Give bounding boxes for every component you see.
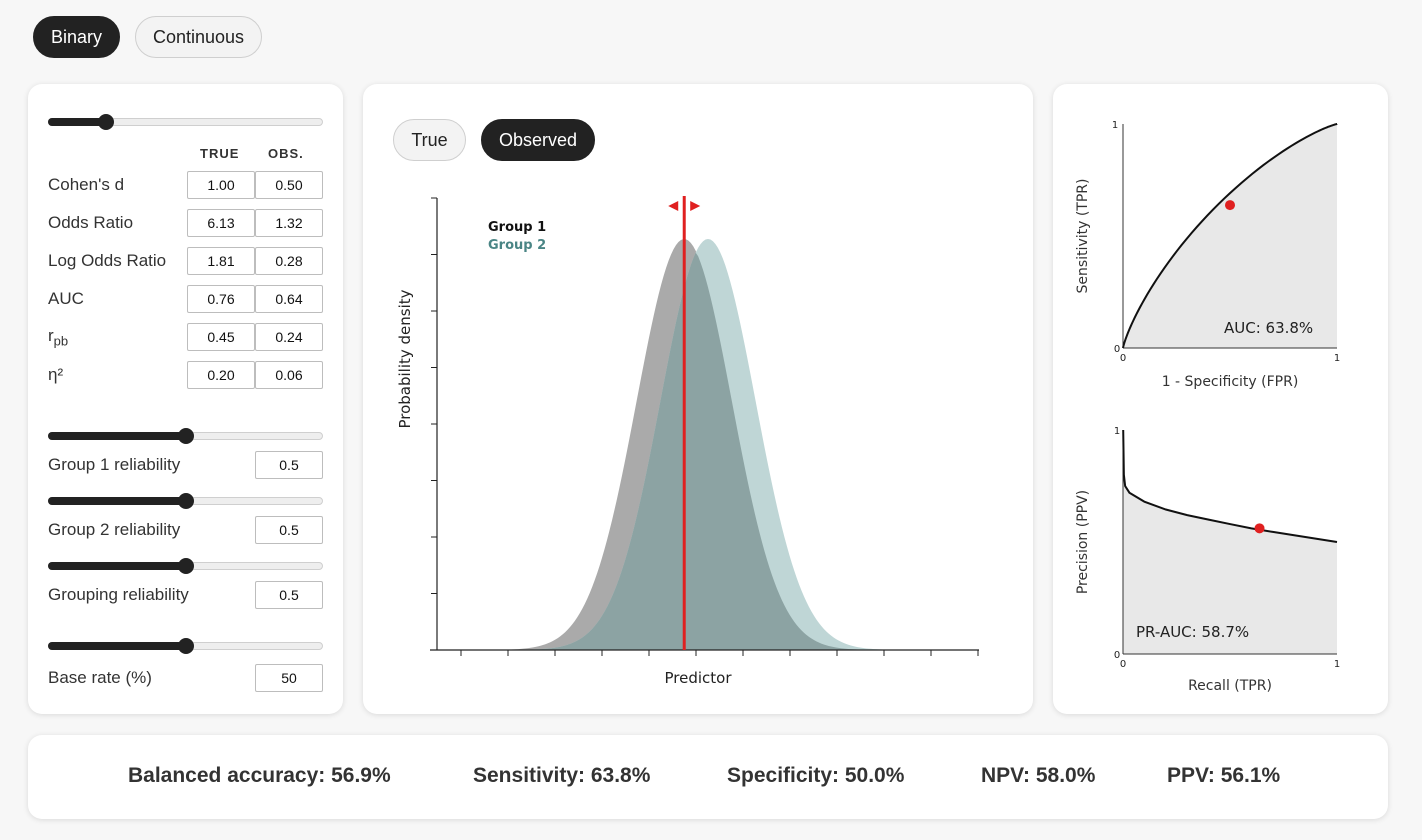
label-base-rate: Base rate (%) xyxy=(48,668,152,687)
column-header-true: TRUE xyxy=(200,146,240,161)
grouping-reliability-slider[interactable] xyxy=(48,558,323,574)
x-ticks xyxy=(460,650,979,656)
odds-ratio-true-input[interactable]: 6.13 xyxy=(187,209,255,237)
legend-group2: Group 2 xyxy=(488,238,546,253)
eta-squared-obs-input[interactable]: 0.06 xyxy=(255,361,323,389)
label-group1-reliability: Group 1 reliability xyxy=(48,455,181,474)
effect-size-slider[interactable] xyxy=(48,114,323,130)
pr-auc-annotation: PR-AUC: 58.7% xyxy=(1136,623,1249,641)
view-tab-true[interactable]: True xyxy=(393,119,466,161)
view-tab-observed[interactable]: Observed xyxy=(481,119,595,161)
stat-specificity: Specificity: 50.0% xyxy=(727,764,905,787)
roc-auc-annotation: AUC: 63.8% xyxy=(1224,319,1313,337)
rpb-obs-input[interactable]: 0.24 xyxy=(255,323,323,351)
roc-y-label: Sensitivity (TPR) xyxy=(1075,179,1091,294)
stat-balanced-accuracy: Balanced accuracy: 56.9% xyxy=(128,764,391,787)
pr-curve xyxy=(1122,429,1338,543)
group2-reliability-input[interactable]: 0.5 xyxy=(255,516,323,544)
pr-operating-point xyxy=(1254,523,1265,534)
log-odds-ratio-true-input[interactable]: 1.81 xyxy=(187,247,255,275)
cohens-d-true-input[interactable]: 1.00 xyxy=(187,171,255,199)
label-odds-ratio: Odds Ratio xyxy=(48,213,134,232)
group2-reliability-slider[interactable] xyxy=(48,493,323,509)
roc-y-tick-1: 1 xyxy=(1112,120,1118,131)
auc-obs-input[interactable]: 0.64 xyxy=(255,285,323,313)
pr-y-tick-0: 0 xyxy=(1114,650,1120,661)
threshold-left-arrow-icon[interactable] xyxy=(668,201,679,211)
roc-x-tick-0: 0 xyxy=(1120,353,1126,364)
overlap-density-area xyxy=(437,252,979,650)
stat-ppv: PPV: 56.1% xyxy=(1167,764,1281,787)
pr-x-tick-0: 0 xyxy=(1120,659,1126,670)
grouping-reliability-input[interactable]: 0.5 xyxy=(255,581,323,609)
roc-x-tick-1: 1 xyxy=(1334,353,1340,364)
legend-group1: Group 1 xyxy=(488,220,546,235)
pr-x-tick-1: 1 xyxy=(1334,659,1340,670)
controls-panel: TRUE OBS. Cohen's d 1.00 0.50 Odds Ratio… xyxy=(28,84,343,714)
roc-y-tick-0: 0 xyxy=(1114,344,1120,355)
group1-reliability-slider[interactable] xyxy=(48,428,323,444)
density-chart: Predictor Probability density Group 1 Gr… xyxy=(396,196,979,687)
x-axis-label: Predictor xyxy=(664,669,732,687)
label-grouping-reliability: Grouping reliability xyxy=(48,585,189,604)
roc-chart: 1 0 0 1 1 - Specificity (FPR) Sensitivit… xyxy=(1075,120,1340,390)
eta-squared-true-input[interactable]: 0.20 xyxy=(187,361,255,389)
cohens-d-obs-input[interactable]: 0.50 xyxy=(255,171,323,199)
roc-area xyxy=(1123,124,1337,348)
tab-continuous[interactable]: Continuous xyxy=(135,16,262,58)
odds-ratio-obs-input[interactable]: 1.32 xyxy=(255,209,323,237)
label-group2-reliability: Group 2 reliability xyxy=(48,520,181,539)
stats-bar xyxy=(28,735,1388,819)
label-log-odds-ratio: Log Odds Ratio xyxy=(48,251,167,270)
label-auc: AUC xyxy=(48,289,84,308)
column-header-obs: OBS. xyxy=(268,146,304,161)
label-cohens-d: Cohen's d xyxy=(48,175,125,194)
stat-sensitivity: Sensitivity: 63.8% xyxy=(473,764,651,787)
pr-area xyxy=(1123,430,1337,654)
pr-y-tick-1: 1 xyxy=(1114,426,1120,437)
pr-y-label: Precision (PPV) xyxy=(1075,490,1091,594)
y-axis-label: Probability density xyxy=(396,289,414,428)
auc-true-input[interactable]: 0.76 xyxy=(187,285,255,313)
label-rpb: rpb xyxy=(48,326,69,349)
log-odds-ratio-obs-input[interactable]: 0.28 xyxy=(255,247,323,275)
base-rate-input[interactable]: 50 xyxy=(255,664,323,692)
label-eta-squared: η² xyxy=(48,365,64,384)
tab-binary[interactable]: Binary xyxy=(33,16,120,58)
base-rate-slider[interactable] xyxy=(48,638,323,654)
curves-panel: 1 0 0 1 1 - Specificity (FPR) Sensitivit… xyxy=(1053,84,1388,714)
stat-npv: NPV: 58.0% xyxy=(981,764,1096,787)
roc-curve xyxy=(1122,123,1338,349)
y-ticks xyxy=(431,197,437,651)
rpb-true-input[interactable]: 0.45 xyxy=(187,323,255,351)
density-panel: True Observed Predictor Probability dens… xyxy=(363,84,1033,714)
pr-x-label: Recall (TPR) xyxy=(1188,678,1272,694)
pr-chart: 1 0 0 1 Recall (TPR) Precision (PPV) PR-… xyxy=(1075,426,1340,694)
group1-reliability-input[interactable]: 0.5 xyxy=(255,451,323,479)
roc-x-label: 1 - Specificity (FPR) xyxy=(1162,374,1299,390)
threshold-right-arrow-icon[interactable] xyxy=(690,201,701,211)
roc-operating-point xyxy=(1225,200,1235,211)
